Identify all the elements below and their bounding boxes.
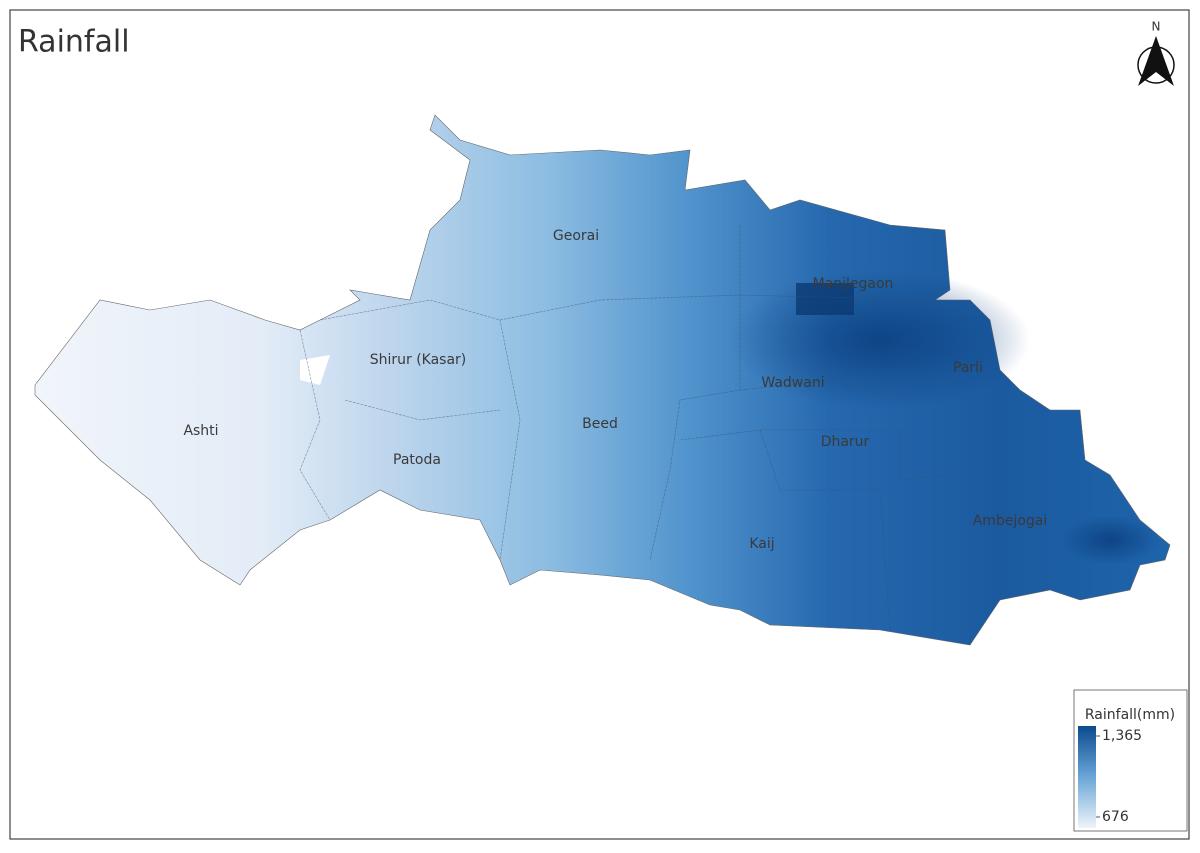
legend-max-label: 1,365 [1102,728,1142,744]
frame [9,9,1190,840]
map-title: Rainfall [18,25,130,60]
district-label: Dharur [821,434,870,450]
district-label: Ashti [183,423,218,439]
district-label: Shirur (Kasar) [370,352,467,368]
district-label: Wadwani [761,375,824,391]
district-boundaries [299,225,1001,631]
color-bar [1078,726,1096,828]
district-label: Kaij [749,536,774,552]
legend-min-label: 676 [1102,809,1129,825]
district-label: Beed [582,416,618,432]
district-label: Ambejogai [973,513,1048,529]
district-labels: Georai Manjlegaon Shirur (Kasar) Wadwani… [183,228,1047,552]
legend: Rainfall(mm) 1,365 676 [1073,689,1188,832]
district-label: Patoda [393,452,441,468]
north-arrow: N [1137,20,1175,86]
legend-title: Rainfall(mm) [1085,707,1175,723]
north-label: N [1152,20,1161,34]
district-label: Georai [553,228,599,244]
district-label: Manjlegaon [813,276,894,292]
district-label: Parli [953,360,983,376]
rainfall-raster [34,114,1171,646]
